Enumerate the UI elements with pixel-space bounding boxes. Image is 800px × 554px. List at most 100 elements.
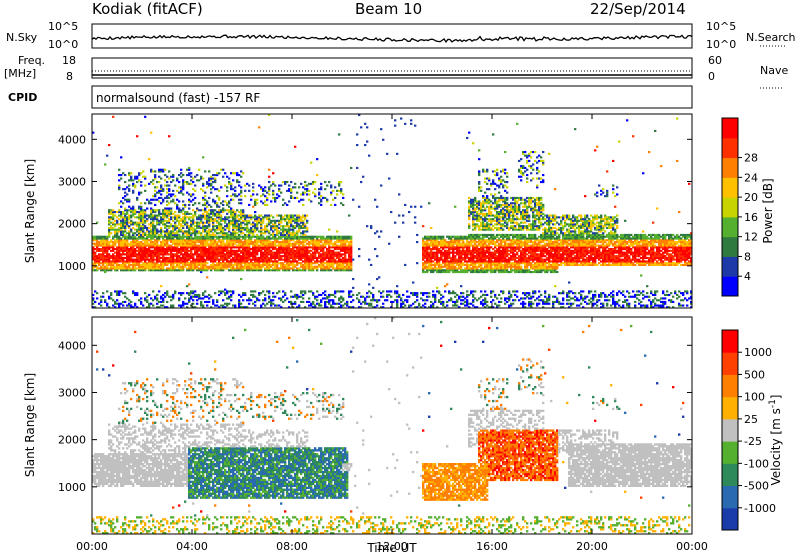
echo-cell [222,200,224,202]
echo-cell [170,236,172,238]
echo-cell [160,246,162,248]
echo-cell [108,269,110,271]
echo-cell [212,246,214,248]
echo-cell [112,253,114,255]
echo-cell [186,169,188,171]
echo-cell [212,255,214,257]
echo-cell [258,218,260,220]
echo-cell [198,230,200,232]
echo-cell [302,192,304,194]
echo-cell [152,227,154,229]
echo-cell [324,269,326,271]
echo-cell [152,230,154,232]
echo-cell [248,215,250,217]
echo-cell [222,250,224,252]
echo-cell [276,255,278,257]
echo-cell [268,266,270,268]
echo-cell [156,230,158,232]
echo-cell [240,252,242,254]
echo-cell [212,236,214,238]
echo-cell [100,255,102,257]
echo-cell [272,299,274,301]
echo-cell [146,248,148,250]
echo-cell [94,301,96,303]
echo-cell [130,269,132,271]
power-panel: 1000200030004000 Slant Range [km] 481216… [23,114,775,308]
echo-cell [240,213,242,215]
echo-cell [264,186,266,188]
echo-cell [128,299,130,301]
echo-cell [100,248,102,250]
echo-cell [208,246,210,248]
echo-cell [290,238,292,240]
echo-cell [304,234,306,236]
echo-cell [320,266,322,268]
echo-cell [188,225,190,227]
echo-cell [110,269,112,271]
echo-cell [178,257,180,259]
echo-cell [118,236,120,238]
echo-cell [210,179,212,181]
echo-cell [208,257,210,259]
echo-cell [222,266,224,268]
echo-cell [234,222,236,224]
nave-tick-bottom: 0 [708,70,715,83]
echo-cell [150,252,152,254]
echo-cell [294,238,296,240]
echo-cell [338,246,340,248]
echo-cell [226,252,228,254]
echo-cell [122,222,124,224]
echo-cell [244,238,246,240]
echo-cell [218,238,220,240]
echo-cell [164,216,166,218]
echo-cell [186,238,188,240]
echo-cell [238,246,240,248]
echo-cell [218,245,220,247]
echo-cell [110,227,112,229]
echo-cell [96,292,98,294]
echo-cell [300,227,302,229]
echo-cell [176,199,178,201]
echo-cell [110,222,112,224]
echo-cell [132,190,134,192]
echo-cell [290,255,292,257]
echo-cell [156,299,158,301]
echo-cell [298,225,300,227]
echo-cell [94,248,96,250]
echo-cell [302,225,304,227]
echo-cell [168,236,170,238]
echo-cell [154,211,156,213]
echo-cell [256,225,258,227]
echo-cell [230,260,232,262]
echo-cell [212,250,214,252]
echo-cell [322,255,324,257]
echo-cell [246,234,248,236]
echo-cell [144,232,146,234]
echo-cell [124,188,126,190]
echo-cell [302,246,304,248]
echo-cell [128,264,130,266]
echo-cell [182,292,184,294]
echo-cell [242,266,244,268]
echo-cell [118,223,120,225]
echo-cell [324,255,326,257]
echo-cell [176,190,178,192]
echo-cell [248,185,250,187]
echo-cell [322,238,324,240]
echo-cell [244,216,246,218]
echo-cell [112,216,114,218]
echo-cell [198,216,200,218]
echo-cell [242,255,244,257]
echo-cell [286,230,288,232]
echo-cell [192,193,194,195]
echo-cell [288,245,290,247]
echo-cell [232,213,234,215]
echo-cell [280,266,282,268]
echo-cell [258,215,260,217]
echo-cell [170,225,172,227]
echo-cell [256,234,258,236]
echo-cell [100,250,102,252]
echo-cell [226,266,228,268]
echo-cell [192,296,194,298]
echo-cell [210,252,212,254]
